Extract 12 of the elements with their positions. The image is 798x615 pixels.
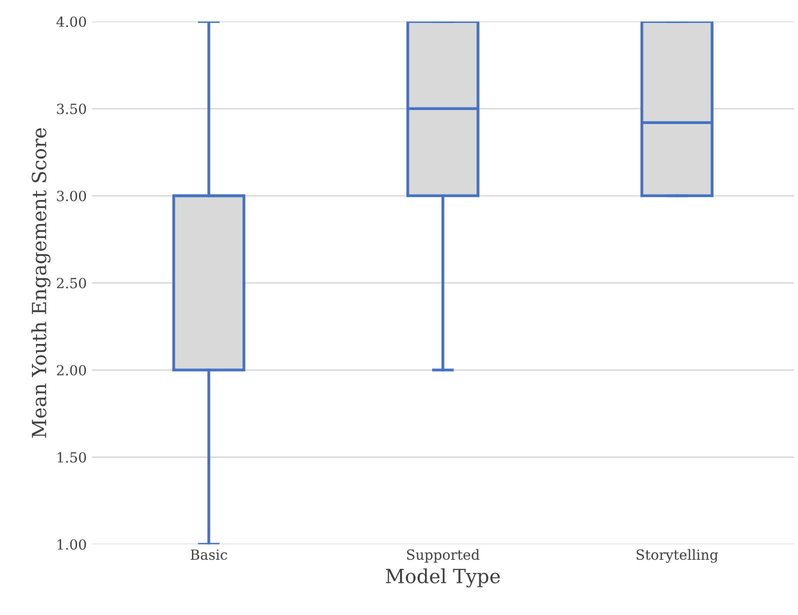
y-tick-label: 1.50 [58,452,86,463]
x-tick-label: Basic [190,549,228,560]
y-tick-label: 2.50 [56,278,86,288]
x-axis-title: Model Type [386,568,500,588]
x-tick-label: Storytelling [636,549,718,563]
y-tick-label: 3.50 [57,104,86,114]
x-tick-label: Supported [407,549,480,563]
y-tick-label: 1.00 [58,539,86,550]
y-tick-label: 2.00 [56,364,86,376]
y-tick-label: 3.00 [57,190,86,202]
y-axis-title: Mean Youth Engagement Score [31,128,50,438]
y-tick-label: 4.00 [56,16,86,27]
